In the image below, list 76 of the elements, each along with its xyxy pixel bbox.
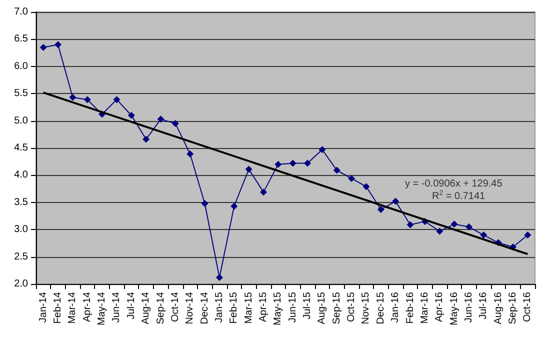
x-tick-label: Jun-16 <box>463 292 474 323</box>
x-tick-label: Nov-14 <box>184 292 196 324</box>
point <box>260 188 267 196</box>
y-tick-label: 4.0 <box>14 170 28 181</box>
x-tick-label: Sep-15 <box>331 292 342 324</box>
point <box>40 44 47 51</box>
x-tick-label: Oct-15 <box>346 292 358 322</box>
x-tick-label: Nov-15 <box>360 292 372 324</box>
point <box>362 183 370 190</box>
x-tick-label: Jul-15 <box>302 292 314 320</box>
point <box>245 166 252 173</box>
x-tick-label: Jan-16 <box>390 292 402 323</box>
y-tick-label: 3.5 <box>14 196 28 208</box>
point <box>157 116 164 123</box>
y-tick-label: 5.0 <box>14 115 28 126</box>
point <box>304 160 312 167</box>
x-tick-label: Dec-15 <box>375 292 386 324</box>
x-tick-label: Aug-15 <box>316 292 328 324</box>
x-tick-label: Sep-16 <box>507 292 518 324</box>
point <box>84 96 91 104</box>
x-tick-label: Jan-14 <box>38 292 49 323</box>
x-tick-label: Jun-14 <box>111 292 122 323</box>
y-tick-label: 3.0 <box>14 224 28 236</box>
point <box>377 206 384 213</box>
x-tick-label: Jul-16 <box>478 292 490 320</box>
point <box>186 150 194 158</box>
x-tick-label: Apr-14 <box>82 292 93 322</box>
x-tick-label: Oct-16 <box>522 292 534 322</box>
point <box>318 146 326 154</box>
y-tick-label: 6.5 <box>14 34 28 45</box>
point <box>392 198 400 205</box>
x-tick-label: Feb-14 <box>52 292 64 324</box>
point <box>480 232 488 239</box>
x-tick-label: Jan-15 <box>214 292 225 323</box>
x-tick-label: Mar-14 <box>67 292 78 324</box>
x-tick-label: May-16 <box>448 292 460 326</box>
point <box>54 41 62 48</box>
x-tick-label: Aug-14 <box>140 292 152 324</box>
point <box>142 136 150 143</box>
x-tick-label: Jun-15 <box>287 292 298 323</box>
x-tick-label: Feb-15 <box>228 292 240 324</box>
point <box>406 221 414 228</box>
x-tick-label: Jul-14 <box>126 292 137 320</box>
point <box>333 166 340 174</box>
x-tick-label: Apr-16 <box>434 292 446 322</box>
x-tick-label: May-15 <box>272 292 284 326</box>
x-tick-label: Aug-16 <box>492 292 504 324</box>
y-tick-label: 2.5 <box>14 251 28 262</box>
x-tick-label: Apr-15 <box>258 292 269 322</box>
point <box>348 174 356 182</box>
point <box>436 228 444 235</box>
point <box>216 274 223 281</box>
point <box>450 220 458 228</box>
point <box>524 232 532 239</box>
x-tick-label: Sep-14 <box>155 292 166 324</box>
x-tick-label: Dec-14 <box>199 292 210 324</box>
point <box>113 96 120 104</box>
x-tick-label: Mar-16 <box>419 292 430 324</box>
point <box>465 223 472 230</box>
y-tick-label: 2.0 <box>14 278 28 290</box>
x-tick-label: May-14 <box>96 292 108 326</box>
point <box>230 202 238 210</box>
point <box>274 160 282 168</box>
x-tick-label: Feb-16 <box>404 292 416 324</box>
y-tick-label: 6.0 <box>14 60 28 72</box>
y-tick-label: 5.5 <box>14 88 28 100</box>
annotation: y = -0.0906x + 129.45 <box>405 178 503 190</box>
point <box>69 94 76 101</box>
point <box>128 112 135 119</box>
x-tick-label: Mar-15 <box>243 292 254 324</box>
point <box>172 120 179 128</box>
y-tick-label: 4.5 <box>14 142 28 154</box>
y-tick-label: 7.0 <box>14 6 28 18</box>
point <box>201 200 208 207</box>
point <box>289 160 296 167</box>
x-tick-label: Oct-14 <box>170 292 181 322</box>
